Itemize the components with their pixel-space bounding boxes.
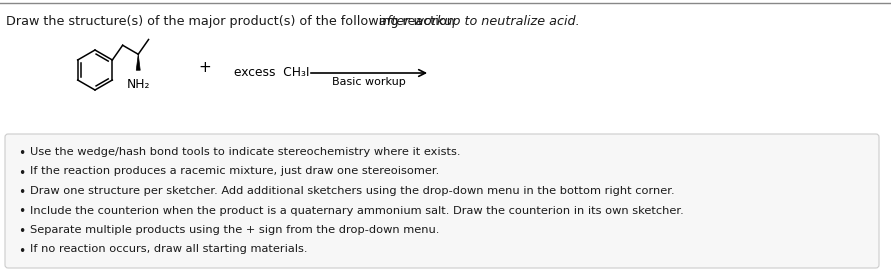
Text: If no reaction occurs, draw all starting materials.: If no reaction occurs, draw all starting… [30,245,307,254]
Text: •: • [19,167,26,180]
Text: excess  CH₃I: excess CH₃I [234,67,310,79]
Text: NH₂: NH₂ [127,78,150,91]
Text: +: + [199,61,211,76]
Text: Draw one structure per sketcher. Add additional sketchers using the drop-down me: Draw one structure per sketcher. Add add… [30,186,674,196]
Text: Separate multiple products using the + sign from the drop-down menu.: Separate multiple products using the + s… [30,225,439,235]
Text: •: • [19,206,26,218]
Text: If the reaction produces a racemic mixture, just draw one stereoisomer.: If the reaction produces a racemic mixtu… [30,167,439,177]
Text: Include the counterion when the product is a quaternary ammonium salt. Draw the : Include the counterion when the product … [30,206,683,215]
Text: •: • [19,186,26,199]
Text: after workup to neutralize acid.: after workup to neutralize acid. [379,15,579,28]
Polygon shape [136,54,140,70]
FancyBboxPatch shape [5,134,879,268]
Text: •: • [19,147,26,160]
Text: Basic workup: Basic workup [332,77,406,87]
Text: Use the wedge/hash bond tools to indicate stereochemistry where it exists.: Use the wedge/hash bond tools to indicat… [30,147,461,157]
Text: •: • [19,245,26,257]
Text: •: • [19,225,26,238]
Text: Draw the structure(s) of the major product(s) of the following reaction: Draw the structure(s) of the major produ… [6,15,459,28]
